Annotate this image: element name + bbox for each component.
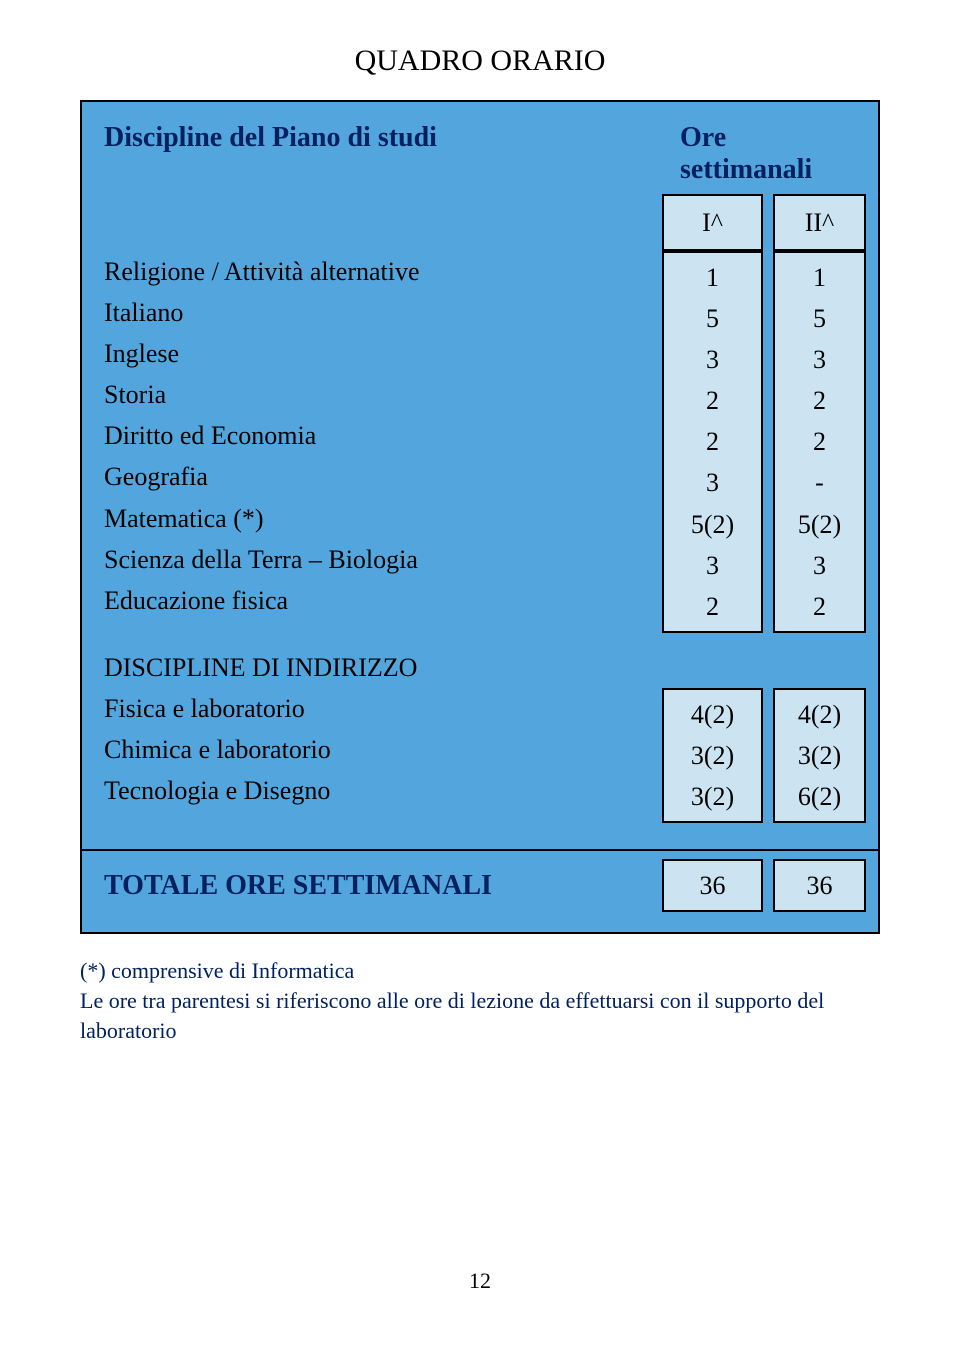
subjects-indirizzo-labels: Fisica e laboratorio Chimica e laborator… <box>82 688 648 849</box>
subject-label: Scienza della Terra – Biologia <box>104 539 648 580</box>
subject-label: Educazione fisica <box>104 580 648 621</box>
cell-value: 4(2) <box>775 694 864 735</box>
footnote-line1: (*) comprensive di Informatica <box>80 956 880 986</box>
subject-label: Geografia <box>104 456 648 497</box>
cell-value: 6(2) <box>775 776 864 817</box>
subjects-indirizzo-year2: 4(2) 3(2) 6(2) <box>773 688 866 823</box>
cell-value: 2 <box>664 586 761 627</box>
cell-value: 2 <box>775 586 864 627</box>
subject-label: Fisica e laboratorio <box>104 688 648 729</box>
subject-label: Chimica e laboratorio <box>104 729 648 770</box>
page-number: 12 <box>0 1268 960 1294</box>
total-row: TOTALE ORE SETTIMANALI 36 36 <box>80 851 880 934</box>
cell-value: 5(2) <box>775 504 864 545</box>
cell-value: 3 <box>775 545 864 586</box>
cell-value: 3 <box>664 339 761 380</box>
cell-value: 2 <box>775 421 864 462</box>
subject-label: Religione / Attività alternative <box>104 251 648 292</box>
cell-value: 5 <box>664 298 761 339</box>
cell-value: 3(2) <box>664 776 761 817</box>
cell-value: 2 <box>664 380 761 421</box>
cell-value: 1 <box>775 257 864 298</box>
cell-value: 5 <box>775 298 864 339</box>
subjects-indirizzo-year1: 4(2) 3(2) 3(2) <box>662 688 763 823</box>
cell-value: 5(2) <box>664 504 761 545</box>
cell-value: 3(2) <box>664 735 761 776</box>
schedule-table: Discipline del Piano di studi Ore settim… <box>80 100 880 851</box>
cell-value: 1 <box>664 257 761 298</box>
subject-label: Storia <box>104 374 648 415</box>
subject-label: Tecnologia e Disegno <box>104 770 648 811</box>
total-year2: 36 <box>773 859 866 912</box>
page-title: QUADRO ORARIO <box>80 44 880 78</box>
subject-label: Inglese <box>104 333 648 374</box>
subjects-general-labels: Religione / Attività alternative Italian… <box>82 251 648 633</box>
header-discipline: Discipline del Piano di studi <box>82 102 648 194</box>
section-indirizzo-title: DISCIPLINE DI INDIRIZZO <box>82 633 648 688</box>
cell-value: 3(2) <box>775 735 864 776</box>
subject-label: Matematica (*) <box>104 498 648 539</box>
subject-label: Italiano <box>104 292 648 333</box>
footnote-line2: Le ore tra parentesi si riferiscono alle… <box>80 986 880 1045</box>
subjects-general-year1: 1 5 3 2 2 3 5(2) 3 2 <box>662 251 763 633</box>
total-label: TOTALE ORE SETTIMANALI <box>82 870 648 902</box>
cell-value: - <box>775 462 864 503</box>
subjects-general-year2: 1 5 3 2 2 - 5(2) 3 2 <box>773 251 866 633</box>
cell-value: 4(2) <box>664 694 761 735</box>
col-header-year1: I^ <box>662 194 763 251</box>
subject-label: Diritto ed Economia <box>104 415 648 456</box>
cell-value: 3 <box>664 545 761 586</box>
total-year1: 36 <box>662 859 763 912</box>
cell-value: 3 <box>664 462 761 503</box>
col-header-year2: II^ <box>773 194 866 251</box>
cell-value: 3 <box>775 339 864 380</box>
header-hours: Ore settimanali <box>658 102 878 194</box>
cell-value: 2 <box>664 421 761 462</box>
cell-value: 2 <box>775 380 864 421</box>
footnotes: (*) comprensive di Informatica Le ore tr… <box>80 956 880 1045</box>
